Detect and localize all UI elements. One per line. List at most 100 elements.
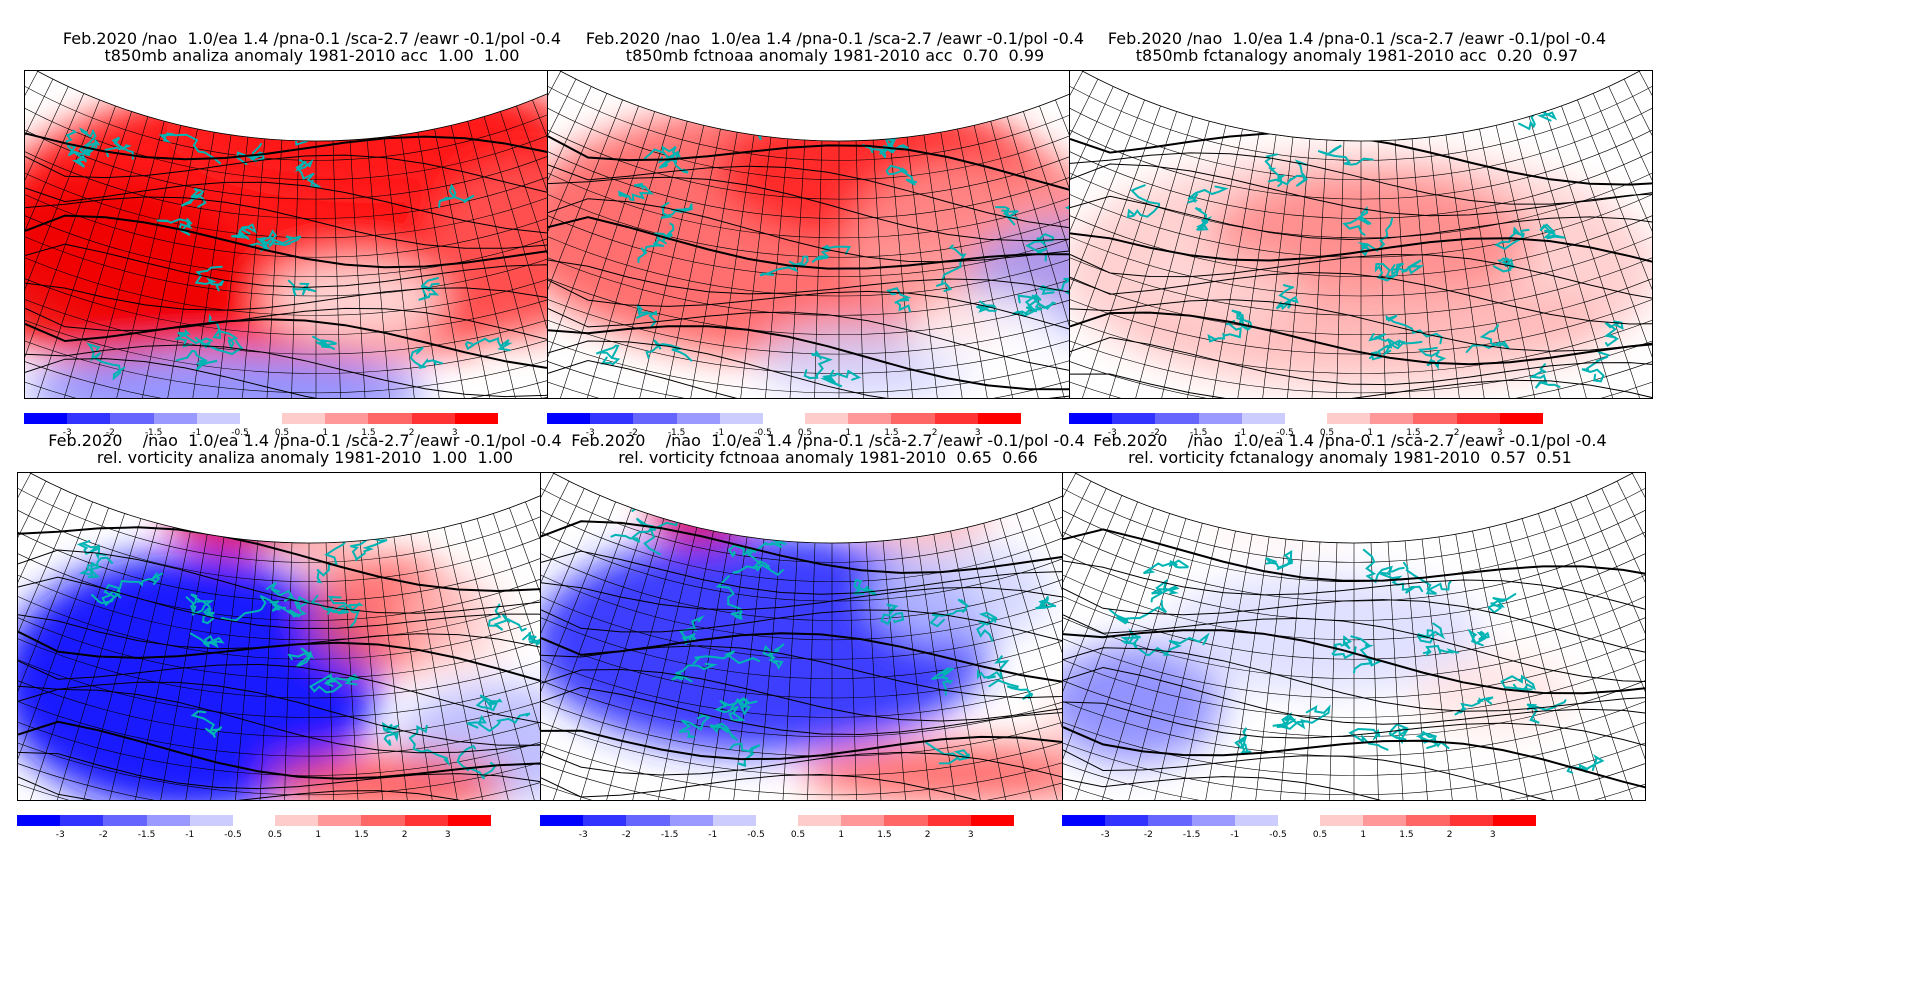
- colorbar-swatch: [669, 815, 713, 826]
- colorbar-swatch: [447, 815, 491, 826]
- colorbar-swatch: [1191, 815, 1235, 826]
- colorbar-swatch: [404, 815, 448, 826]
- panel-title-line2: rel. vorticity fctanalogy anomaly 1981-2…: [1128, 448, 1572, 467]
- colorbar-tick-label: -1: [185, 830, 195, 840]
- panel-title-line1: Feb.2020 /nao 1.0/ea 1.4 /pna-0.1 /sca-2…: [62, 29, 562, 48]
- colorbar-tick-label: -0.5: [754, 428, 772, 438]
- colorbar-swatch: [1069, 413, 1113, 424]
- contour-lines: [1063, 528, 1645, 800]
- colorbar: -3 -2 -1.5 -1 -0.5 0.5 1 1.5 2 3: [17, 815, 607, 855]
- panel-title-line2: t850mb fctanalogy anomaly 1981-2010 acc …: [1135, 46, 1579, 65]
- colorbar-tick-label: -2: [628, 428, 638, 438]
- colorbar-swatch: [110, 413, 154, 424]
- colorbar-swatch: [798, 815, 842, 826]
- colorbar-tick-label: -1: [1237, 428, 1247, 438]
- colorbar-tick-label: -3: [62, 428, 72, 438]
- contour-lines: [18, 526, 600, 800]
- colorbar-swatch: [1363, 815, 1407, 826]
- colorbar-swatch: [719, 413, 763, 424]
- colorbar-swatch: [1148, 815, 1192, 826]
- colorbar-tick-label: 0.5: [274, 428, 290, 438]
- colorbar-tick-label: 1.5: [1399, 830, 1414, 840]
- colorbar-swatch: [67, 413, 111, 424]
- colorbar-tick-label: 1: [1367, 428, 1374, 438]
- colorbar-swatch: [1105, 815, 1149, 826]
- colorbar-tick-label: 1: [838, 830, 845, 840]
- anomaly-field: [1063, 473, 1645, 800]
- colorbar-tick-label: 0.5: [797, 428, 813, 438]
- colorbar-swatch: [189, 815, 233, 826]
- colorbar-tick-label: 1.5: [877, 830, 892, 840]
- colorbar-tick-label: 2: [408, 428, 415, 438]
- colorbar-swatch: [977, 413, 1021, 424]
- colorbar-swatch: [411, 413, 455, 424]
- map-area: [1069, 70, 1653, 399]
- colorbar-swatch: [368, 413, 412, 424]
- map-panel: Feb.2020 /nao 1.0/ea 1.4 /pna-0.1 /sca-2…: [1057, 30, 1657, 460]
- colorbar-swatch: [1234, 815, 1278, 826]
- colorbar-swatch: [103, 815, 147, 826]
- colorbar-tick-label: -3: [55, 830, 65, 840]
- colorbar-tick-label: 1: [322, 428, 329, 438]
- colorbar-swatch: [454, 413, 498, 424]
- map-panel: Feb.2020 /nao 1.0/ea 1.4 /pna-0.1 /sca-2…: [1050, 432, 1650, 862]
- colorbar-swatch: [1112, 413, 1156, 424]
- colorbar-swatch: [325, 413, 369, 424]
- colorbar-tick-label: -3: [585, 428, 595, 438]
- colorbar-tick-label: -1: [192, 428, 202, 438]
- colorbar-swatch: [1406, 815, 1450, 826]
- contour-lines: [541, 520, 1123, 800]
- anomaly-field: [548, 71, 1130, 398]
- colorbar: -3 -2 -1.5 -1 -0.5 0.5 1 1.5 2 3: [540, 815, 1130, 855]
- colorbar: -3 -2 -1.5 -1 -0.5 0.5 1 1.5 2 3: [547, 413, 1137, 453]
- colorbar-tick-label: -1: [715, 428, 725, 438]
- colorbar-tick-label: 0.5: [1319, 428, 1335, 438]
- colorbar-swatch: [841, 815, 885, 826]
- colorbar-tick-label: -2: [1143, 830, 1153, 840]
- colorbar-tick-label: 2: [1446, 830, 1453, 840]
- panel-title-line2: rel. vorticity fctnoaa anomaly 1981-2010…: [618, 448, 1038, 467]
- colorbar-swatch: [633, 413, 677, 424]
- colorbar-swatch: [153, 413, 197, 424]
- colorbar-tick-label: -1.5: [660, 830, 679, 840]
- colorbar-swatch: [1062, 815, 1106, 826]
- colorbar-swatch: [1413, 413, 1457, 424]
- colorbar-tick-label: -1: [708, 830, 718, 840]
- panel-title-line2: t850mb analiza anomaly 1981-2010 acc 1.0…: [104, 46, 520, 65]
- colorbar-swatch: [927, 815, 971, 826]
- colorbar: -3 -2 -1.5 -1 -0.5 0.5 1 1.5 2 3: [1062, 815, 1652, 855]
- colorbar-swatch: [934, 413, 978, 424]
- colorbar-swatch: [805, 413, 849, 424]
- colorbar-tick-label: 2: [401, 830, 408, 840]
- colorbar-swatch: [275, 815, 319, 826]
- colorbar-tick-label: 1.5: [361, 428, 376, 438]
- colorbar-tick-label: -3: [1100, 830, 1110, 840]
- colorbar-tick-label: -1: [1230, 830, 1240, 840]
- anomaly-field: [18, 473, 600, 800]
- colorbar-swatch: [24, 413, 68, 424]
- contour-lines: [25, 132, 607, 398]
- colorbar-swatch: [590, 413, 634, 424]
- colorbar-tick-label: 3: [451, 428, 458, 438]
- panel-title-line1: Feb.2020 /nao 1.0/ea 1.4 /pna-0.1 /sca-2…: [571, 431, 1085, 450]
- map-area: [17, 472, 601, 801]
- contour-lines: [1070, 132, 1652, 398]
- colorbar-tick-label: -0.5: [1276, 428, 1294, 438]
- colorbar-swatch: [146, 815, 190, 826]
- colorbar-tick-label: -0.5: [747, 830, 765, 840]
- colorbar-swatch: [60, 815, 104, 826]
- colorbar-tick-label: -0.5: [224, 830, 242, 840]
- colorbar-tick-label: -3: [1107, 428, 1117, 438]
- colorbar-tick-label: 1.5: [1406, 428, 1421, 438]
- panel-title-line1: Feb.2020 /nao 1.0/ea 1.4 /pna-0.1 /sca-2…: [1107, 29, 1607, 48]
- colorbar-swatch: [318, 815, 362, 826]
- colorbar-swatch: [361, 815, 405, 826]
- colorbar-swatch: [676, 413, 720, 424]
- colorbar-tick-label: -1.5: [667, 428, 686, 438]
- anomaly-field: [1070, 71, 1652, 398]
- colorbar-swatch: [1499, 413, 1543, 424]
- colorbar-swatch: [712, 815, 756, 826]
- colorbar-swatch: [1449, 815, 1493, 826]
- colorbar-tick-label: 0.5: [267, 830, 283, 840]
- colorbar-swatch: [196, 413, 240, 424]
